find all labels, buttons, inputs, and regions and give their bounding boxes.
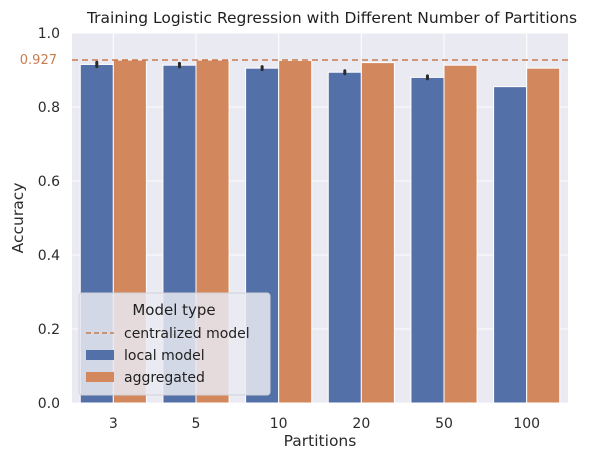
bar-aggregated-20 (360, 62, 395, 404)
legend-label-centralized: centralized model (124, 326, 250, 342)
x-tick-label: 50 (435, 416, 453, 432)
legend-title: Model type (132, 301, 215, 319)
bar-local-model-50 (410, 76, 445, 404)
centralized-model-value-label: 0.927 (20, 53, 57, 68)
y-tick-label: 0.8 (38, 100, 60, 116)
y-tick-label: 0.0 (38, 396, 60, 412)
y-tick-label: 0.6 (38, 174, 60, 190)
bar-aggregated-10 (278, 59, 313, 404)
legend: Model type centralized model local model… (78, 292, 271, 396)
x-axis-title: Partitions (284, 432, 357, 450)
y-tick-label: 0.2 (38, 322, 60, 338)
legend-box (78, 292, 271, 396)
y-axis-ticks: 0.0 0.2 0.4 0.6 0.8 1.0 (38, 26, 60, 412)
x-tick-label: 5 (192, 416, 201, 432)
y-tick-label: 1.0 (38, 26, 60, 42)
x-axis-ticks: 3 5 10 20 50 100 (109, 416, 540, 432)
x-tick-label: 10 (270, 416, 288, 432)
bar-local-model-20 (327, 71, 362, 404)
bar-aggregated-50 (443, 64, 478, 404)
bar-aggregated-100 (526, 67, 561, 404)
legend-label-aggregated: aggregated (124, 370, 205, 386)
chart-title: Training Logistic Regression with Differ… (86, 9, 577, 27)
legend-swatch-local (86, 350, 114, 360)
y-tick-label: 0.4 (38, 248, 60, 264)
bar-local-model-100 (493, 86, 528, 404)
x-tick-label: 3 (109, 416, 118, 432)
reference-line-group: 0.927 (20, 53, 568, 68)
legend-swatch-aggregated (86, 372, 114, 382)
y-axis-title: Accuracy (9, 183, 27, 254)
bars (79, 59, 561, 404)
x-tick-label: 20 (352, 416, 370, 432)
legend-label-local: local model (124, 348, 205, 364)
x-tick-label: 100 (513, 416, 540, 432)
